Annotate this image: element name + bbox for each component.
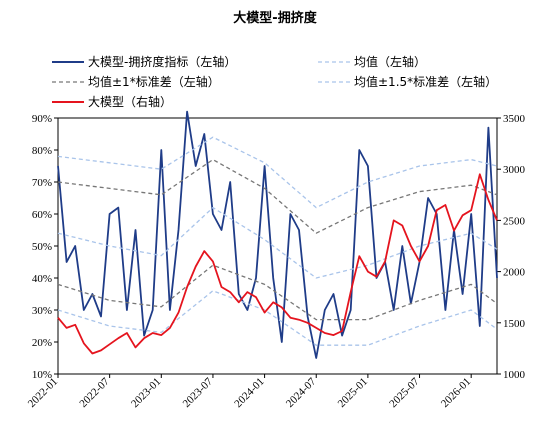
- right-tick-label: 2500: [503, 215, 526, 227]
- x-tick-label: 2023-01: [129, 376, 163, 410]
- legend-label-3: 均值±1.5*标准差（左轴）: [354, 74, 497, 89]
- x-tick-label: 2025-01: [336, 376, 370, 410]
- x-tick-label: 2022-07: [77, 375, 112, 410]
- series-upper-band-3: [57, 136, 498, 209]
- x-tick-label: 2024-01: [232, 376, 266, 410]
- left-tick-label: 80%: [32, 145, 52, 157]
- series-line-0: [57, 110, 498, 359]
- left-tick-label: 30%: [32, 305, 52, 317]
- legend-label-1: 均值（左轴）: [354, 54, 426, 69]
- series-lower-band-2: [57, 264, 498, 321]
- right-tick-label: 3000: [503, 164, 526, 176]
- series-line-4: [57, 173, 498, 355]
- x-tick-label: 2026-01: [439, 376, 473, 410]
- series-layer: [57, 110, 498, 359]
- left-tick-label: 60%: [32, 209, 52, 221]
- left-tick-label: 20%: [32, 337, 52, 349]
- left-tick-label: 10%: [32, 369, 52, 381]
- left-tick-label: 50%: [32, 241, 52, 253]
- legend-label-4: 大模型（右轴）: [88, 94, 172, 109]
- x-tick-label: 2024-07: [284, 375, 319, 410]
- x-tick-label: 2025-07: [387, 375, 422, 410]
- right-tick-label: 2000: [503, 267, 526, 279]
- right-tick-label: 1000: [503, 369, 526, 381]
- legend: 大模型-拥挤度指标（左轴） 均值（左轴） 均值±1*标准差（左轴） 均值±1.5*标准…: [52, 54, 497, 109]
- left-tick-label: 70%: [32, 177, 52, 189]
- right-tick-label: 3500: [503, 113, 526, 125]
- left-tick-label: 90%: [32, 113, 52, 125]
- legend-label-0: 大模型-拥挤度指标（左轴）: [88, 54, 236, 69]
- series-upper-band-2: [57, 158, 498, 234]
- series-line-1: [57, 206, 498, 279]
- legend-label-2: 均值±1*标准差（左轴）: [88, 74, 220, 89]
- right-tick-label: 1500: [503, 318, 526, 330]
- chart-title: 大模型-拥挤度: [233, 10, 317, 26]
- series-lower-band-3: [57, 290, 498, 346]
- left-tick-label: 40%: [32, 273, 52, 285]
- x-tick-label: 2023-07: [181, 375, 216, 410]
